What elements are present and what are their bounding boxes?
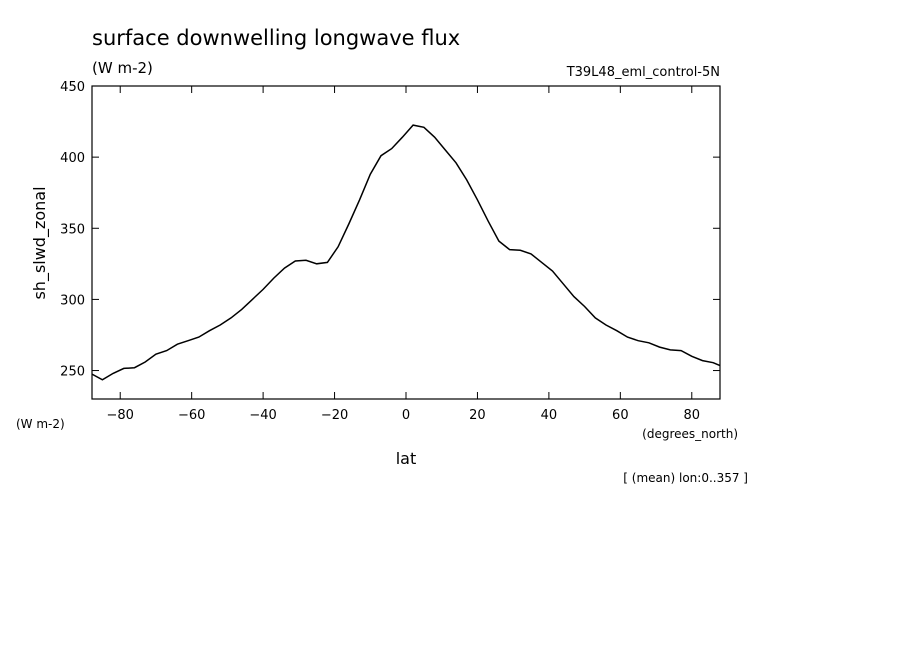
x-tick-label: −80	[107, 408, 134, 423]
x-tick-label: −20	[321, 408, 348, 423]
x-tick-label: 40	[541, 408, 558, 423]
series-line	[91, 124, 721, 381]
x-tick-label: −60	[178, 408, 205, 423]
x-axis-label: lat	[396, 449, 417, 468]
y-tick-label: 450	[60, 80, 85, 95]
y-tick-label: 350	[60, 222, 85, 237]
y-tick-label: 250	[60, 365, 85, 380]
x-tick-label: 80	[684, 408, 701, 423]
y-tick-label: 400	[60, 151, 85, 166]
x-tick-label: 0	[402, 408, 410, 423]
run-label: T39L48_eml_control-5N	[566, 65, 720, 80]
x-axis: −80 −60 −40 −20 0 20 40 60 80	[107, 86, 701, 423]
y-tick-label: 300	[60, 293, 85, 308]
x-tick-label: 20	[469, 408, 486, 423]
chart-units: (W m-2)	[92, 59, 153, 77]
y-axis: 250 300 350 400 450	[60, 80, 720, 380]
y-axis-label: sh_slwd_zonal	[30, 186, 50, 299]
x-units-label: (degrees_north)	[642, 427, 738, 441]
x-tick-label: 60	[612, 408, 629, 423]
chart-title: surface downwelling longwave flux	[92, 26, 460, 50]
footnote: [ (mean) lon:0..357 ]	[623, 471, 748, 485]
x-tick-label: −40	[249, 408, 276, 423]
y-units-label: (W m-2)	[16, 417, 65, 431]
